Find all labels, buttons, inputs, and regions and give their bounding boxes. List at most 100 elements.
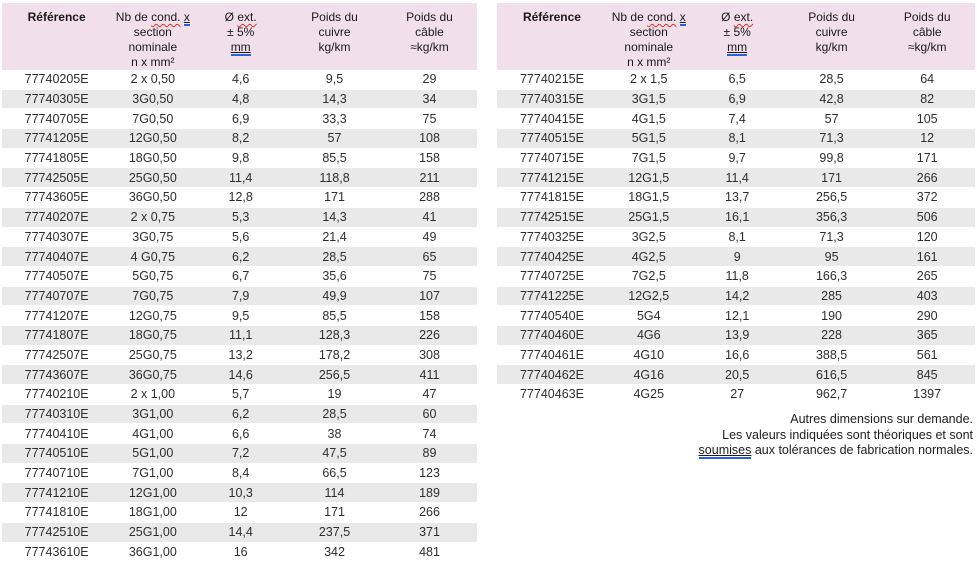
header-cable-weight: Poids du câble ≈kg/km <box>879 3 975 70</box>
table-cell: 9 <box>690 246 784 267</box>
table-cell: 77743605E <box>2 187 112 208</box>
table-cell: 25G0,75 <box>111 345 195 366</box>
table-cell: 8,2 <box>194 128 287 149</box>
table-cell: 71,3 <box>783 128 880 149</box>
table-cell: 13,2 <box>194 345 287 366</box>
table-cell: 371 <box>382 522 477 543</box>
table-cell: 561 <box>879 345 975 366</box>
table-cell: 171 <box>287 502 382 523</box>
table-cell: 9,8 <box>194 148 287 169</box>
table-cell: 74 <box>382 423 477 445</box>
table-cell: 12G0,75 <box>111 305 195 326</box>
x-link[interactable]: x <box>183 10 190 26</box>
mm-link[interactable]: mm <box>727 40 748 56</box>
table-cell: 962,7 <box>783 384 880 405</box>
table-cell: 77741207E <box>2 305 112 326</box>
table-row: 77740463E 4G25 27 962,7 1397 <box>497 384 975 405</box>
table-row: 77742507E 25G0,75 13,2 178,2 308 <box>2 345 477 366</box>
table-cell: 506 <box>879 207 975 228</box>
table-cell: 77740410E <box>2 423 112 445</box>
table-cell: 166,3 <box>783 266 880 287</box>
table-cell: 10,3 <box>194 482 287 504</box>
table-cell: 14,3 <box>287 89 382 110</box>
table-cell: 77740710E <box>2 463 112 484</box>
table-cell: 47 <box>382 384 477 405</box>
table-row: 77740407E 4 G0,75 6,2 28,5 65 <box>2 246 477 267</box>
table-cell: 7G1,00 <box>111 463 195 484</box>
table-cell: 5G1,00 <box>111 443 195 464</box>
x-link[interactable]: x <box>679 10 686 26</box>
table-cell: 12 <box>879 128 975 149</box>
table-row: 77740507E 5G0,75 6,7 35,6 75 <box>2 266 477 287</box>
table-cell: 12,8 <box>194 187 287 208</box>
table-cell: 64 <box>879 70 975 90</box>
table-cell: 256,5 <box>287 364 382 385</box>
table-header: Référence Nb de cond. x section nominale… <box>497 3 975 70</box>
table-cell: 226 <box>382 325 477 346</box>
table-cell: 99,8 <box>783 148 880 169</box>
table-cell: 388,5 <box>783 345 880 366</box>
table-cell: 4,8 <box>194 89 287 110</box>
table-cell: 18G0,50 <box>111 148 195 169</box>
table-header: Référence Nb de cond. x section nominale… <box>2 3 477 70</box>
table-cell: 372 <box>879 187 975 208</box>
table-cell: 14,2 <box>690 286 784 307</box>
table-cell: 77740310E <box>2 404 112 425</box>
table-row: 77740425E 4G2,5 9 95 161 <box>497 246 975 267</box>
footer-note: Autres dimensions sur demande. Les valeu… <box>698 412 973 459</box>
header-reference: Référence <box>2 3 112 70</box>
table-row: 77741807E 18G0,75 11,1 128,3 226 <box>2 325 477 346</box>
table-cell: 845 <box>879 364 975 385</box>
table-cell: 66,5 <box>287 463 382 484</box>
table-cell: 18G1,00 <box>111 502 195 523</box>
table-cell: 171 <box>287 187 382 208</box>
table-cell: 8,4 <box>194 463 287 484</box>
table-cell: 4 G0,75 <box>111 246 195 267</box>
mm-link[interactable]: mm <box>230 40 251 56</box>
table-cell: 77741815E <box>497 187 607 208</box>
table-cell: 57 <box>287 128 382 149</box>
footer-line2: Les valeurs indiquées sont théoriques et… <box>722 427 973 442</box>
table-cell: 25G1,00 <box>111 522 195 543</box>
header-diameter-line2: ± 5% <box>723 25 751 39</box>
table-cell: 9,5 <box>287 70 382 90</box>
table-cell: 11,4 <box>690 167 784 189</box>
table-cell: 6,9 <box>194 108 287 130</box>
table-cell: 28,5 <box>783 70 880 90</box>
table-cell: 481 <box>382 542 477 563</box>
table-cell: 77740461E <box>497 345 607 366</box>
table-row: 77740205E 2 x 0,50 4,6 9,5 29 <box>2 70 477 90</box>
table-cell: 9,5 <box>194 305 287 326</box>
table-cell: 20,5 <box>690 364 784 385</box>
table-cell: 7,9 <box>194 286 287 307</box>
table-cell: 3G1,00 <box>111 404 195 425</box>
table-cell: 308 <box>382 345 477 366</box>
header-section-line2: section nominale <box>624 25 674 54</box>
table-cell: 171 <box>783 167 880 189</box>
soumises-link[interactable]: soumises <box>698 443 752 459</box>
spellcheck-word: cond. <box>647 10 677 24</box>
table-cell: 36G0,75 <box>111 364 195 385</box>
table-cell: 120 <box>879 227 975 248</box>
table-cell: 77740415E <box>497 108 607 130</box>
table-cell: 57 <box>783 108 880 130</box>
table-cell: 77742507E <box>2 345 112 366</box>
table-cell: 189 <box>382 482 477 504</box>
table-cell: 2 x 0,50 <box>111 70 195 90</box>
table-row: 77743605E 36G0,50 12,8 171 288 <box>2 187 477 208</box>
table-cell: 5,7 <box>194 384 287 405</box>
table-cell: 77741810E <box>2 502 112 523</box>
table-cell: 211 <box>382 167 477 189</box>
table-cell: 77740205E <box>2 70 112 90</box>
header-section-line1: Nb de cond. x <box>115 10 190 26</box>
table-cell: 5,3 <box>194 207 287 228</box>
table-cell: 85,5 <box>287 148 382 169</box>
table-row: 77742515E 25G1,5 16,1 356,3 506 <box>497 207 975 228</box>
table-cell: 266 <box>879 167 975 189</box>
cable-spec-table-left: Référence Nb de cond. x section nominale… <box>2 3 477 563</box>
table-cell: 12G2,5 <box>606 286 691 307</box>
table-cell: 9,7 <box>690 148 784 169</box>
table-cell: 77740460E <box>497 325 607 346</box>
table-row: 77740715E 7G1,5 9,7 99,8 171 <box>497 148 975 169</box>
table-cell: 14,6 <box>194 364 287 385</box>
